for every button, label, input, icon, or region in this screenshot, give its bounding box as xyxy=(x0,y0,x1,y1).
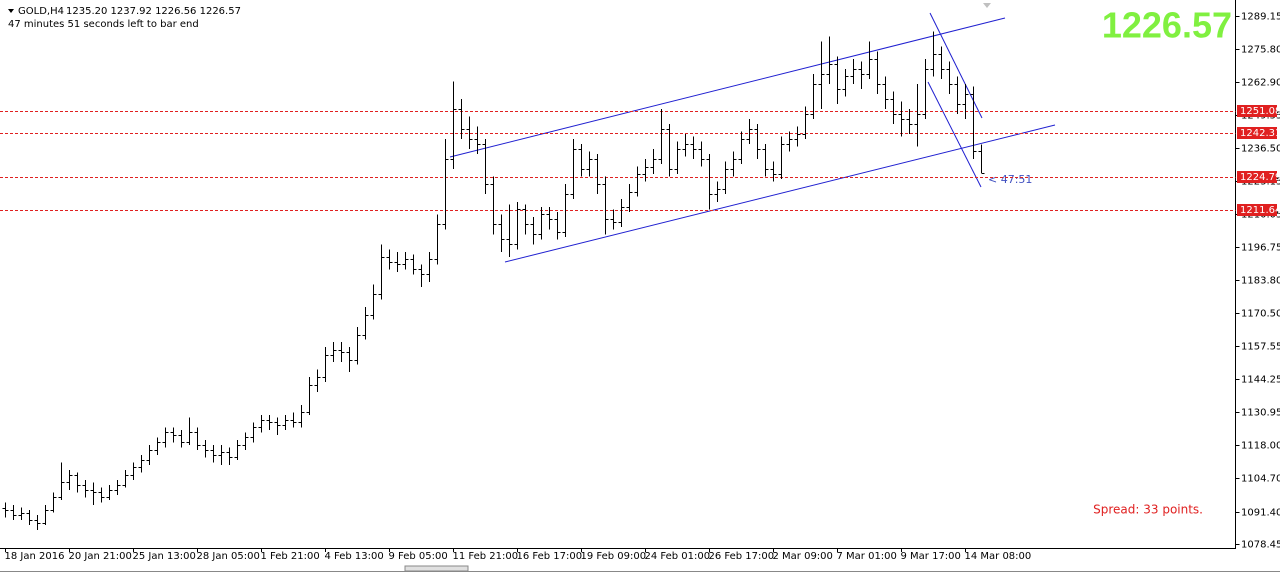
x-tick-label: 24 Feb 01:00 xyxy=(645,551,711,562)
level-label: 1242.31 xyxy=(1240,128,1280,139)
y-tick-label: 1091.40 xyxy=(1241,508,1280,519)
quote: 1235.20 1237.92 1226.56 1226.57 xyxy=(66,6,241,17)
y-tick-label: 1275.80 xyxy=(1241,45,1280,56)
level-label-box xyxy=(1237,105,1277,117)
x-tick-label: 19 Feb 09:00 xyxy=(581,551,647,562)
channel-line xyxy=(927,81,982,188)
level-label: 1211.64 xyxy=(1240,205,1280,216)
x-tick-label: 14 Mar 08:00 xyxy=(965,551,1032,562)
shift-marker xyxy=(983,3,991,8)
y-tick-label: 1157.55 xyxy=(1241,342,1280,353)
x-tick-label: 18 Jan 2016 xyxy=(5,551,65,562)
y-tick-label: 1170.50 xyxy=(1241,309,1280,320)
bar-timer: < 47:51 xyxy=(988,173,1032,186)
y-tick-label: 1196.75 xyxy=(1241,243,1280,254)
y-tick-label: 1236.50 xyxy=(1241,144,1280,155)
x-tick-label: 26 Feb 17:00 xyxy=(709,551,775,562)
x-tick-label: 20 Jan 21:00 xyxy=(69,551,132,562)
bid-price: 1226.57 xyxy=(1102,5,1232,46)
symbol: GOLD,H4 xyxy=(18,6,64,17)
channel-line xyxy=(504,124,1056,263)
level-label-box xyxy=(1237,204,1277,216)
spread: Spread: 33 points. xyxy=(1093,503,1203,517)
level-label: 1251.08 xyxy=(1240,106,1280,117)
x-tick-label: 1 Feb 21:00 xyxy=(261,551,320,562)
x-tick-label: 16 Feb 17:00 xyxy=(517,551,583,562)
y-tick-label: 1289.15 xyxy=(1241,12,1280,23)
x-tick-label: 11 Feb 21:00 xyxy=(453,551,519,562)
x-tick-label: 28 Jan 05:00 xyxy=(197,551,260,562)
x-tick-label: 7 Mar 01:00 xyxy=(837,551,897,562)
tab xyxy=(404,565,469,572)
level-label-box xyxy=(1237,127,1277,139)
level-label-box xyxy=(1237,171,1277,183)
x-tick-label: 4 Feb 13:00 xyxy=(325,551,384,562)
y-tick-label: 1104.70 xyxy=(1241,474,1280,485)
x-tick-label: 2 Mar 09:00 xyxy=(773,551,833,562)
y-tick-label: 1130.95 xyxy=(1241,408,1280,419)
x-tick-label: 25 Jan 13:00 xyxy=(133,551,196,562)
timer: 47 minutes 51 seconds left to bar end xyxy=(8,19,199,30)
menu-arrow[interactable] xyxy=(8,9,14,13)
x-tick-label: 9 Mar 17:00 xyxy=(901,551,961,562)
y-tick-label: 1078.45 xyxy=(1241,540,1280,551)
y-tick-label: 1183.80 xyxy=(1241,276,1280,287)
y-tick-label: 1118.00 xyxy=(1241,441,1280,452)
level-label: 1224.79 xyxy=(1240,172,1280,183)
y-tick-label: 1144.25 xyxy=(1241,375,1280,386)
y-tick-label: 1262.90 xyxy=(1241,78,1280,89)
x-tick-label: 9 Feb 05:00 xyxy=(389,551,448,562)
